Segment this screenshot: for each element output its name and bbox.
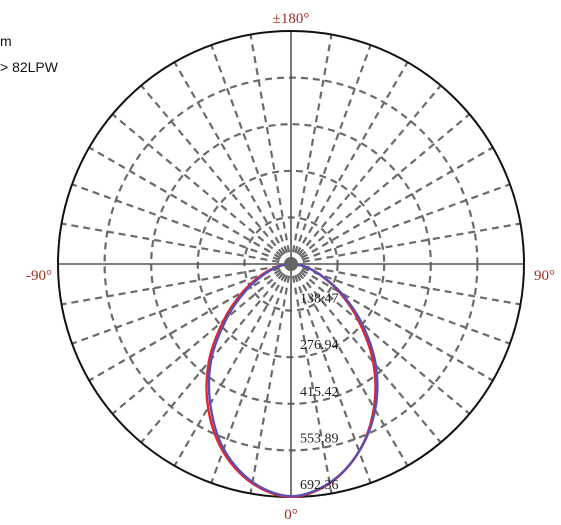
grid-spoke — [71, 262, 292, 345]
polar-grid — [58, 31, 524, 497]
grid-spoke — [290, 113, 471, 265]
grid-spoke — [249, 34, 293, 265]
grid-spoke — [290, 263, 494, 382]
series-curve-2 — [207, 262, 379, 498]
grid-spoke — [289, 34, 333, 265]
legend: m > 82LPW — [0, 33, 59, 75]
legend-line-2: > 82LPW — [0, 59, 59, 75]
radial-tick-label: 138.47 — [300, 292, 339, 307]
grid-spoke — [140, 84, 292, 265]
center-hub — [285, 258, 297, 270]
series-curves — [205, 262, 379, 499]
grid-spoke — [210, 263, 293, 484]
radial-tick-label: 415.42 — [300, 385, 339, 400]
grid-spoke — [290, 146, 494, 265]
grid-spoke — [249, 263, 293, 494]
grid-spoke — [290, 263, 442, 444]
radial-tick-label: 692.36 — [300, 478, 339, 493]
grid-spoke — [290, 222, 521, 266]
grid-spoke — [88, 263, 292, 382]
grid-spoke — [290, 262, 511, 345]
radial-tick-label: 276.94 — [300, 338, 339, 353]
grid-spoke — [289, 263, 372, 484]
grid-spoke — [111, 263, 292, 415]
grid-spoke — [61, 262, 292, 306]
angle-label-minus-90: -90° — [26, 268, 52, 284]
grid-spoke — [290, 262, 521, 306]
legend-line-1: m — [0, 33, 12, 49]
radial-tick-label: 553.89 — [300, 431, 339, 446]
grid-spoke — [88, 146, 292, 265]
grid-spoke — [140, 263, 292, 444]
grid-spoke — [71, 183, 292, 266]
grid-spoke — [290, 263, 409, 467]
angle-label-90: 90° — [534, 268, 555, 284]
grid-spoke — [289, 44, 372, 265]
grid-spoke — [289, 263, 333, 494]
angle-label-0: 0° — [284, 507, 298, 523]
grid-spoke — [111, 113, 292, 265]
grid-spoke — [290, 263, 471, 415]
angle-label-180: ±180° — [273, 11, 310, 27]
radial-tick-labels: 138.47 276.94 415.42 553.89 692.36 — [300, 292, 339, 493]
grid-spoke — [290, 183, 511, 266]
grid-spoke — [173, 61, 292, 265]
grid-spoke — [290, 84, 442, 265]
grid-spoke — [290, 61, 409, 265]
grid-spoke — [173, 263, 292, 467]
grid-spoke — [210, 44, 293, 265]
grid-spoke — [61, 222, 292, 266]
